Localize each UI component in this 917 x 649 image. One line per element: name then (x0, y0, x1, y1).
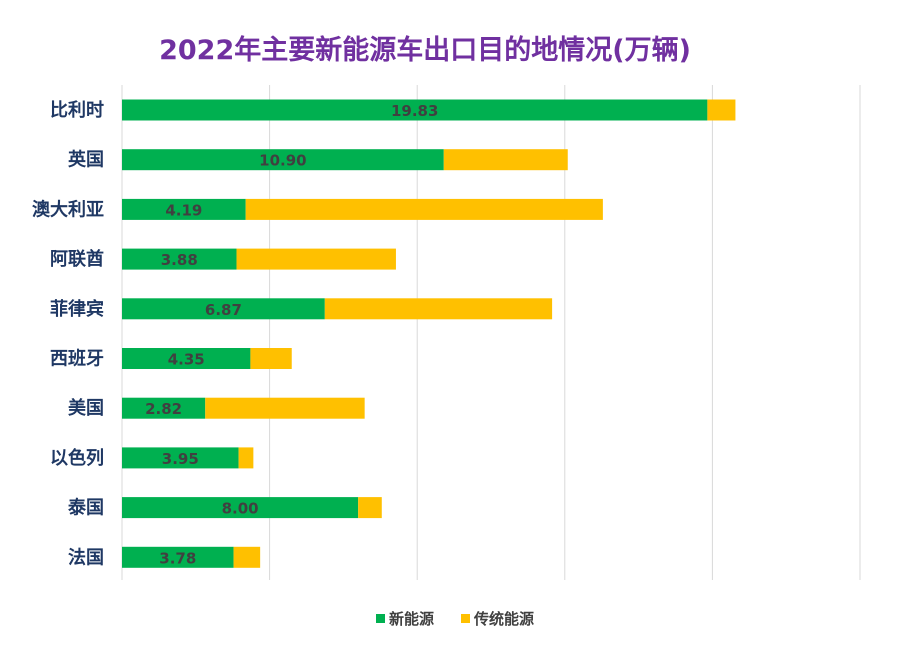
category-label: 阿联酋 (50, 248, 104, 270)
legend-label-new-energy: 新能源 (389, 610, 434, 628)
bar-traditional-energy (250, 348, 292, 369)
bar-new-energy (122, 447, 239, 469)
bar-new-energy (122, 348, 251, 369)
data-label: 3.95 (162, 450, 199, 468)
legend-swatch-traditional-energy (461, 614, 470, 623)
bar-traditional-energy (245, 198, 603, 220)
bar-traditional-energy (233, 546, 261, 568)
category-label: 西班牙 (50, 349, 104, 370)
category-label: 澳大利亚 (32, 198, 104, 220)
bar-traditional-energy (205, 397, 365, 419)
bar-traditional-energy (238, 447, 254, 469)
bar-new-energy (122, 248, 237, 270)
chart-title: 2022年主要新能源车出口目的地情况(万辆) (159, 35, 691, 66)
bar-new-energy (122, 149, 444, 171)
bar-new-energy (122, 397, 206, 419)
category-label: 法国 (68, 546, 104, 568)
bar-new-energy (122, 198, 246, 220)
category-label: 以色列 (50, 447, 104, 469)
legend-swatch-new-energy (376, 614, 385, 623)
data-label: 6.87 (205, 301, 242, 319)
bar-traditional-energy (707, 99, 736, 121)
bar-traditional-energy (236, 248, 396, 270)
data-label: 8.00 (222, 500, 259, 518)
data-label: 19.83 (391, 102, 438, 120)
category-label: 美国 (68, 397, 104, 419)
bar-new-energy (122, 99, 708, 121)
bar-new-energy (122, 546, 234, 568)
bar-new-energy (122, 497, 359, 519)
category-label: 菲律宾 (50, 298, 104, 320)
data-label: 3.78 (159, 549, 196, 567)
category-label: 泰国 (67, 497, 104, 519)
bar-traditional-energy (358, 497, 382, 519)
bar-traditional-energy (324, 298, 553, 320)
bar-traditional-energy (443, 149, 568, 171)
data-label: 3.88 (161, 251, 198, 269)
data-label: 2.82 (145, 400, 182, 418)
bar-new-energy (122, 298, 325, 320)
data-label: 10.90 (259, 152, 306, 170)
category-label: 比利时 (50, 99, 104, 121)
data-label: 4.35 (168, 351, 205, 369)
category-label: 英国 (67, 149, 104, 171)
data-label: 4.19 (165, 201, 202, 219)
legend-label-traditional-energy: 传统能源 (473, 610, 534, 628)
